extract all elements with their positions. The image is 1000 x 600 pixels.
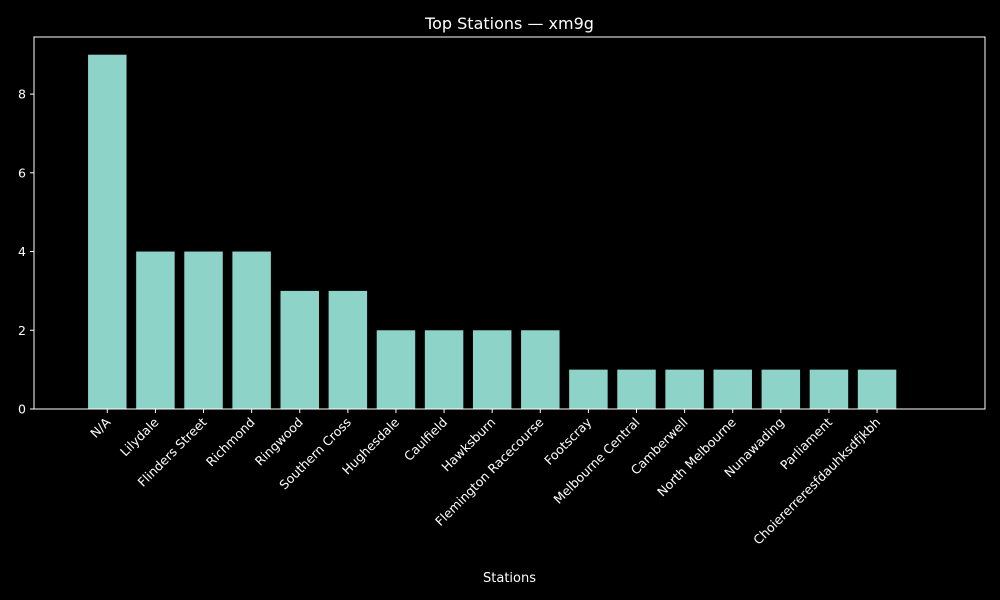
bar-richmond bbox=[232, 251, 271, 409]
bar-flemington-racecourse bbox=[521, 330, 560, 409]
y-tick-label: 0 bbox=[18, 402, 26, 417]
bar-hughesdale bbox=[376, 330, 416, 409]
bar-north-melbourne bbox=[713, 369, 752, 409]
bar-lilydale bbox=[136, 251, 175, 409]
bar-southern-cross bbox=[328, 290, 368, 409]
bar-melbourne-central bbox=[617, 369, 656, 409]
plot-area-frame bbox=[33, 36, 986, 410]
bar-flinders-street bbox=[184, 251, 223, 409]
bar-ringwood bbox=[280, 290, 319, 409]
y-tick-label: 4 bbox=[18, 244, 26, 259]
bar-choiererreresfdauhksdfjkbh bbox=[857, 369, 897, 409]
bar-camberwell bbox=[665, 369, 704, 409]
y-axis-ticks: 0 2 4 6 8 bbox=[18, 87, 34, 417]
y-tick-label: 6 bbox=[18, 165, 26, 180]
y-tick-label: 8 bbox=[18, 87, 26, 102]
y-tick-label: 2 bbox=[18, 323, 26, 338]
bar-caulfield bbox=[424, 330, 464, 409]
x-axis-label: Stations bbox=[483, 571, 536, 586]
bar-hawksburn bbox=[472, 330, 512, 409]
chart-title: Top Stations — xm9g bbox=[424, 14, 594, 33]
bar-footscray bbox=[569, 369, 608, 409]
bar-n-a bbox=[88, 54, 127, 410]
bars-group bbox=[88, 54, 897, 410]
bar-nunawading bbox=[761, 369, 801, 409]
bar-parliament bbox=[809, 369, 849, 409]
